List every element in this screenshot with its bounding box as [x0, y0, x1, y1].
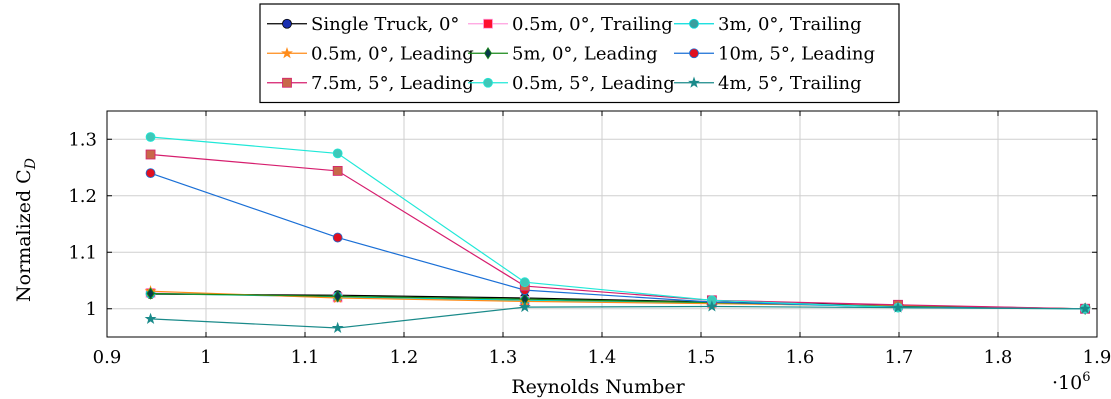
- series-line: [151, 173, 1086, 309]
- y-axis-label: Normalized CD: [13, 158, 39, 302]
- legend-label: 5m, 0°, Leading: [512, 43, 658, 64]
- series-line: [151, 155, 1086, 309]
- data-point: [146, 314, 156, 323]
- data-point: [146, 150, 155, 159]
- x-tick-label: 1.4: [588, 347, 617, 368]
- y-tick-label: 1.2: [68, 186, 97, 207]
- data-point: [520, 278, 529, 287]
- x-tick-label: 1.6: [786, 347, 815, 368]
- series-8: [146, 132, 1090, 313]
- legend-marker: [484, 19, 493, 28]
- legend-label: 3m, 0°, Trailing: [718, 14, 862, 35]
- legend-marker: [690, 19, 699, 28]
- x-tick-label: 1.3: [489, 347, 518, 368]
- y-axis-label-main: Normalized C: [13, 169, 35, 302]
- x-tick-label: 0.9: [93, 347, 122, 368]
- legend-label: 7.5m, 5°, Leading: [311, 73, 474, 94]
- x-multiplier-base: ·10: [1052, 372, 1082, 394]
- x-tick-label: 1.2: [390, 347, 419, 368]
- y-tick-label: 1: [86, 299, 97, 320]
- series-layer: [146, 132, 1090, 332]
- series-5: [147, 288, 1089, 314]
- data-point: [146, 132, 155, 141]
- x-axis-label: Reynolds Number: [511, 376, 685, 398]
- legend-label: 0.5m, 0°, Trailing: [512, 14, 673, 35]
- legend-label: 0.5m, 0°, Leading: [311, 43, 474, 64]
- legend-label: 10m, 5°, Leading: [718, 43, 875, 64]
- legend-marker: [283, 19, 292, 28]
- data-point: [333, 149, 342, 158]
- data-point: [146, 169, 155, 178]
- legend-label: 4m, 5°, Trailing: [718, 73, 862, 94]
- x-tick-label: 1.5: [687, 347, 716, 368]
- series-7: [146, 150, 1090, 313]
- axis-ticks: 0.9 1 1.1 1.2 1.3 1.4 1.5 1.6 1.7 1.8 1.9 1 1.1 1.2 1.…: [68, 111, 1111, 368]
- x-tick-label: 1.8: [984, 347, 1013, 368]
- data-point: [333, 166, 342, 175]
- x-tick-label: 1: [200, 347, 211, 368]
- legend-label: Single Truck, 0°: [311, 14, 459, 35]
- y-tick-label: 1.1: [68, 242, 97, 263]
- series-line: [151, 307, 1086, 329]
- legend-marker: [283, 78, 292, 87]
- legend-label: 0.5m, 5°, Leading: [512, 73, 675, 94]
- legend-marker: [484, 78, 493, 87]
- y-axis-label-subscript: D: [23, 158, 39, 170]
- x-tick-label: 1.9: [1083, 347, 1111, 368]
- series-line: [151, 137, 1086, 309]
- y-tick-label: 1.3: [68, 129, 97, 150]
- legend: Single Truck, 0° 0.5m, 0°, Trailing 3m, 0°…: [260, 4, 899, 103]
- x-tick-label: 1.1: [291, 347, 320, 368]
- x-tick-label: 1.7: [885, 347, 914, 368]
- data-point: [333, 233, 342, 242]
- x-multiplier: ·106: [1052, 370, 1091, 394]
- x-multiplier-exponent: 6: [1082, 370, 1090, 385]
- data-point: [333, 323, 343, 332]
- legend-marker: [690, 49, 699, 58]
- grid: [107, 111, 1097, 337]
